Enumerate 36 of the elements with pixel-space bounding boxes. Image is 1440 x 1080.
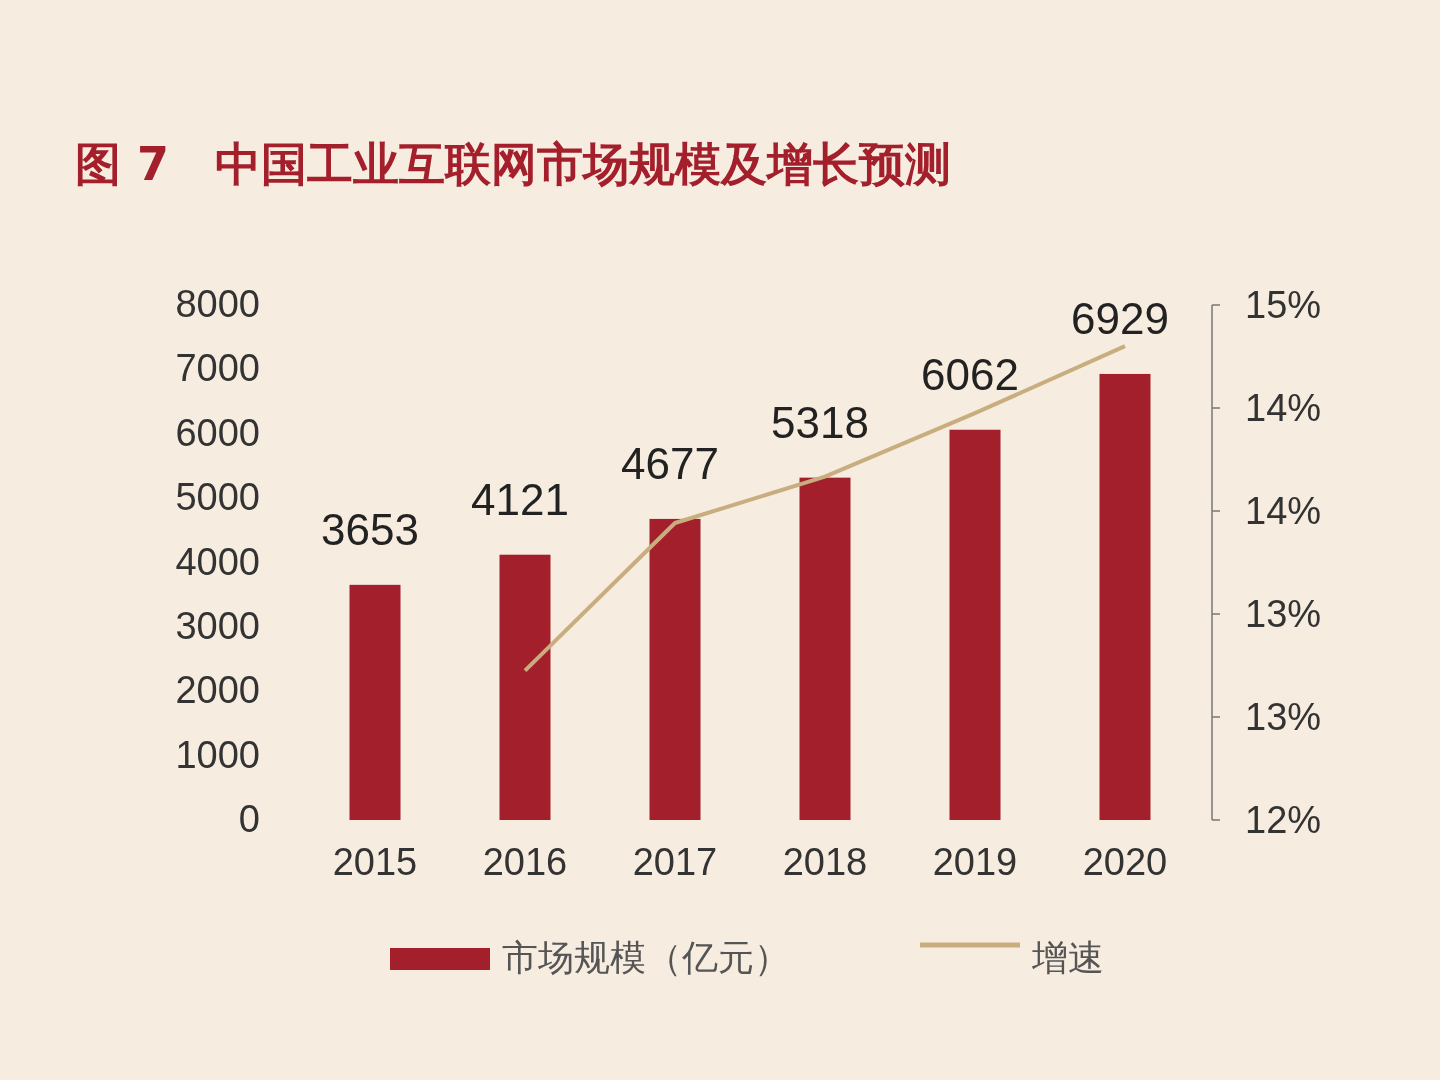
bar: [649, 518, 701, 820]
bar: [499, 554, 551, 820]
y-tick-label: 4000: [175, 540, 260, 583]
y2-tick-label: 12%: [1245, 799, 1322, 841]
y-tick-label: 1000: [175, 733, 260, 776]
chart-title: 图 7 中国工业互联网市场规模及增长预测: [75, 137, 952, 191]
y-tick-label: 7000: [175, 347, 260, 390]
y-tick-label: 2000: [175, 669, 260, 712]
bar: [799, 477, 851, 820]
x-tick-label: 2015: [332, 841, 418, 883]
x-tick-label: 2017: [632, 841, 718, 883]
y-tick-label: 0: [238, 798, 260, 840]
bar: [949, 429, 1001, 820]
x-tick-label: 2016: [482, 841, 568, 883]
data-label: 4121: [471, 474, 569, 524]
bar: [349, 584, 401, 820]
data-label: 3653: [321, 504, 419, 554]
x-tick-label: 2019: [932, 841, 1018, 883]
y-tick-label: 5000: [175, 476, 260, 519]
y2-tick-label: 14%: [1245, 490, 1322, 532]
y2-tick-label: 13%: [1245, 696, 1322, 738]
y-tick-label: 3000: [175, 604, 260, 647]
data-label: 6062: [921, 349, 1019, 399]
data-label: 5318: [771, 397, 869, 447]
y2-tick-label: 14%: [1245, 387, 1322, 429]
bar: [1099, 373, 1151, 820]
y-tick-label: 6000: [175, 411, 260, 454]
y2-tick-label: 13%: [1245, 593, 1322, 635]
y-tick-label: 8000: [175, 283, 260, 325]
x-tick-label: 2020: [1082, 841, 1168, 883]
x-tick-label: 2018: [782, 841, 868, 883]
legend-label: 市场规模（亿元）: [502, 937, 790, 978]
legend-label: 增速: [1031, 937, 1104, 978]
y2-tick-label: 15%: [1245, 284, 1322, 326]
data-label: 4677: [621, 438, 719, 488]
data-label: 6929: [1071, 293, 1169, 343]
